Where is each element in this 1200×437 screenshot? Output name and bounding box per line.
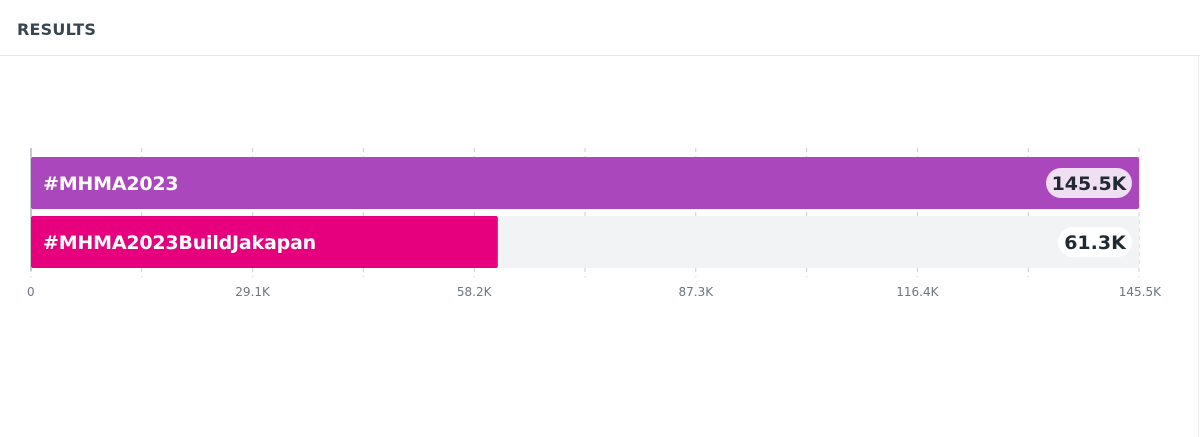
value-label: 145.5K [1052,173,1128,195]
bar-label: #MHMA2023BuildJakapan [43,232,316,254]
value-label: 61.3K [1064,232,1127,254]
x-tick-label: 0 [27,285,35,299]
value-pill [1046,168,1132,198]
x-tick-label: 116.4K [896,285,939,299]
x-tick-label: 87.3K [679,285,715,299]
bar-label: #MHMA2023 [43,173,178,195]
bar-chart: #MHMA2023 145.5K #MHMA2023BuildJakapan 61.3… [27,148,1162,299]
results-title: RESULTS [17,20,97,39]
value-pill [1058,227,1132,257]
chart-panel: #MHMA2023 145.5K #MHMA2023BuildJakapan 61.3… [0,56,1199,437]
x-tick-label: 145.5K [1119,285,1162,299]
bar-2[interactable] [31,216,498,268]
x-tick-label: 58.2K [457,285,493,299]
x-tick-label: 29.1K [235,285,271,299]
bar-1[interactable] [31,157,1139,209]
results-header: RESULTS [0,0,1200,56]
